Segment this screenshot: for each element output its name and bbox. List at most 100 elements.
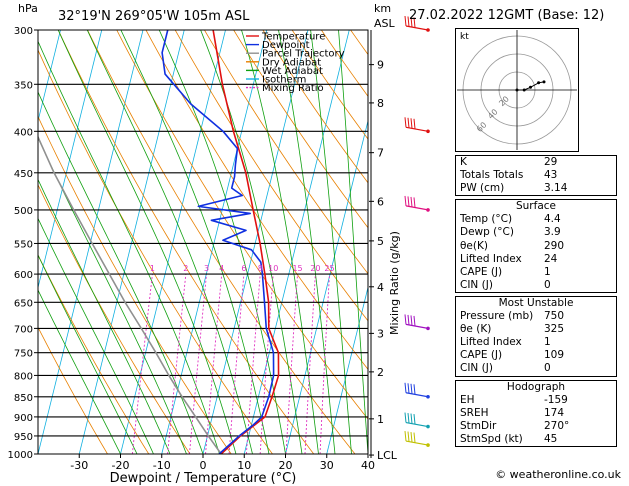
surface-section: Surface Temp (°C) 4.4 Dewp (°C) 3.9 θe(K) 2… — [455, 199, 617, 293]
surface-dewp-value: 3.9 — [544, 226, 561, 239]
legend-entry: Dewpoint — [262, 40, 310, 51]
hodograph-section: Hodograph EH -159 SREH 174 StmDir 270° StmS… — [455, 379, 617, 447]
dry-adiabat — [38, 326, 108, 454]
wind-barb-flag — [407, 196, 410, 207]
hodograph-point — [515, 88, 519, 92]
legend-entry: Dry Adiabat — [262, 57, 321, 68]
temperature-label: 10 — [237, 459, 251, 472]
pressure-label: 850 — [14, 393, 33, 404]
km-label: 1 — [377, 413, 384, 426]
pressure-label: 350 — [14, 80, 33, 91]
totals-totals-value: 43 — [544, 169, 558, 182]
mu-theta-value: 325 — [544, 323, 565, 336]
pw-label: PW (cm) — [460, 182, 505, 195]
wind-barb-flag — [410, 315, 413, 326]
wet-adiabat — [338, 30, 368, 454]
pressure-label: 300 — [14, 26, 33, 37]
wind-barb-point — [426, 326, 430, 331]
wind-barb-point — [426, 424, 430, 429]
mu-cin-value: 0 — [544, 362, 551, 375]
wind-barb-flag — [410, 413, 413, 424]
temperature-label: 40 — [361, 459, 375, 472]
surface-cin-label: CIN (J) — [460, 278, 493, 291]
hodograph-point — [529, 85, 532, 89]
wind-barb — [405, 421, 429, 428]
wind-barb-flag — [410, 432, 413, 443]
wind-barb-point — [426, 208, 430, 212]
wind-barb-flag — [407, 16, 410, 27]
km-label: 5 — [377, 235, 384, 248]
mixing-ratio-axis-title: Mixing Ratio (g/kg) — [388, 231, 401, 335]
dry-adiabat — [174, 30, 368, 322]
wind-barb-flag — [413, 413, 416, 425]
wet-adiabat — [38, 91, 204, 454]
datetime: 27.02.2022 12GMT (Base: 12) — [409, 8, 605, 23]
hpa-label: hPa — [18, 2, 38, 15]
surface-dewp-label: Dewp (°C) — [460, 226, 514, 239]
mu-pressure-value: 750 — [544, 310, 565, 323]
stmspd-value: 45 — [544, 432, 558, 445]
pressure-label: 500 — [14, 206, 33, 217]
general-indices: K 29 Totals Totals 43 PW (cm) 3.14 — [455, 155, 617, 197]
mixing-ratio-label: 3 — [204, 264, 209, 273]
wind-barb-flag — [413, 17, 416, 28]
dry-adiabat — [38, 115, 232, 454]
legend-entry: Isotherm — [262, 75, 306, 86]
wind-barb-flag — [407, 412, 410, 424]
pressure-label: 1000 — [8, 450, 33, 461]
mixing-ratio-line — [131, 274, 153, 454]
mu-theta-label: θe (K) — [460, 323, 492, 336]
km-label: 2 — [377, 366, 384, 379]
wind-barbs — [404, 15, 430, 447]
isotherm-line — [326, 285, 368, 454]
pressure-label: 400 — [14, 127, 33, 138]
isotherm-line — [38, 30, 61, 123]
mixing-ratio-label: 4 — [219, 264, 224, 273]
wind-barb — [405, 392, 429, 398]
x-axis-title: Dewpoint / Temperature (°C) — [110, 471, 297, 486]
mu-cin-label: CIN (J) — [460, 362, 493, 375]
mu-li-label: Lifted Index — [460, 336, 522, 349]
pressure-label: 750 — [14, 349, 33, 360]
dry-adiabat — [233, 30, 368, 229]
km-label: 8 — [377, 97, 384, 110]
surface-cin-value: 0 — [544, 278, 551, 291]
temperature-label: -30 — [70, 459, 88, 472]
asl-label: ASL — [374, 17, 396, 30]
wind-barb-flag — [413, 384, 416, 395]
wind-barb-flag — [410, 383, 413, 394]
wind-barb-flag — [413, 315, 416, 326]
indices-panel: K 29 Totals Totals 43 PW (cm) 3.14 Surface … — [455, 155, 617, 450]
temperature-label: 0 — [200, 459, 207, 472]
k-index-label: K — [460, 156, 467, 168]
wind-barb-flag — [407, 383, 410, 394]
surface-cape-value: 1 — [544, 265, 551, 278]
copyright-footer: © weatheronline.co.uk — [495, 468, 621, 481]
surface-title: Surface — [515, 200, 556, 213]
pressure-label: 700 — [14, 324, 33, 335]
legend-entry: Mixing Ratio — [262, 83, 324, 94]
mixing-ratio-line — [319, 274, 330, 454]
wind-barb-flag — [404, 431, 407, 442]
wind-barb-flag — [404, 412, 407, 423]
pressure-label: 550 — [14, 239, 33, 250]
wind-barb-flag — [410, 196, 413, 207]
mixing-ratio-label: 8 — [258, 264, 263, 273]
temperature-label: -10 — [153, 459, 171, 472]
mixing-ratio-line — [228, 274, 245, 454]
wind-barb-flag — [404, 117, 407, 128]
mu-cape-value: 109 — [544, 349, 565, 362]
surface-theta-label: θe(K) — [460, 239, 488, 252]
temperature-label: 20 — [279, 459, 293, 472]
km-label: 3 — [377, 327, 384, 340]
isotherm-line — [161, 30, 268, 454]
wind-barb-flag — [410, 118, 413, 129]
wind-barb-point — [426, 394, 430, 399]
hodograph-title: Hodograph — [506, 380, 566, 393]
isotherm-line — [78, 30, 185, 454]
most-unstable-title: Most Unstable — [498, 296, 574, 309]
mixing-ratio-label: 6 — [241, 264, 246, 273]
km-label: 9 — [377, 59, 384, 72]
surface-li-label: Lifted Index — [460, 252, 522, 265]
